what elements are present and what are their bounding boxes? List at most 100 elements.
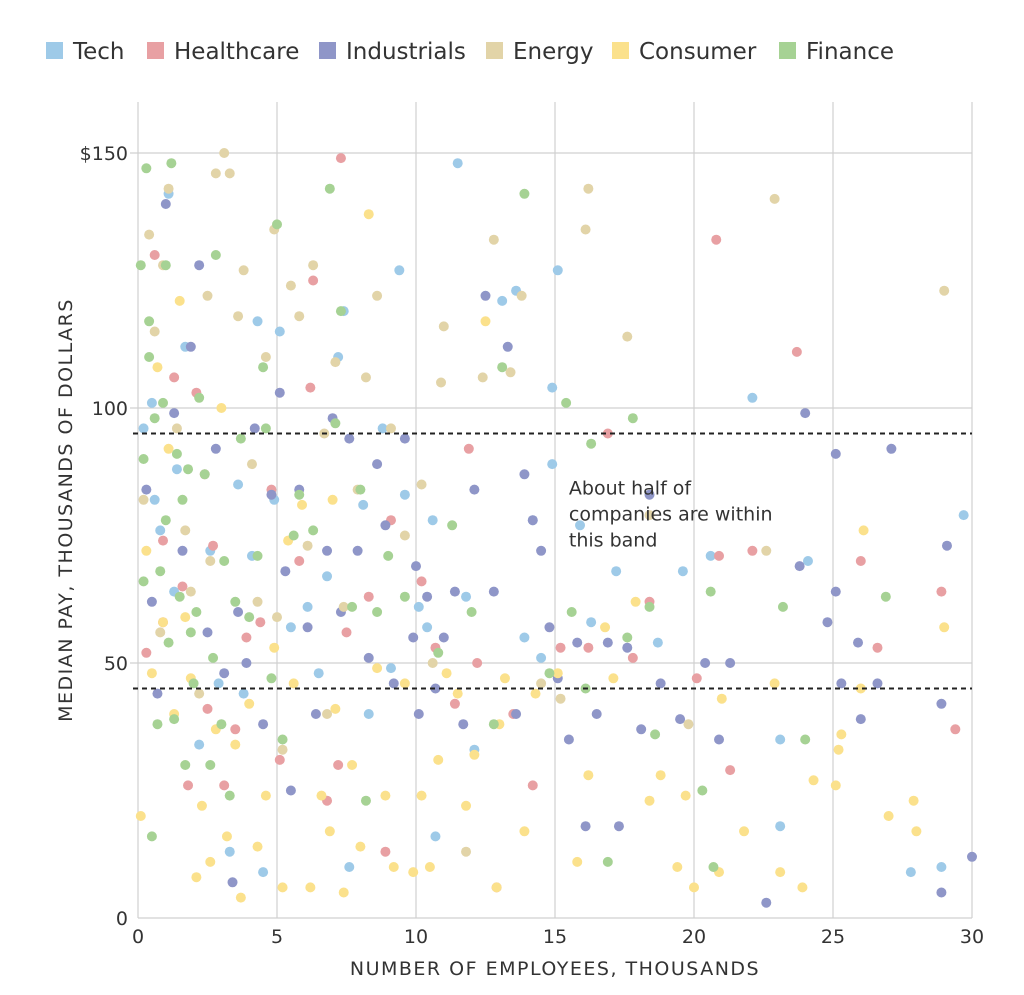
point-tech (171, 464, 182, 475)
point-tech (224, 846, 235, 857)
point-energy (246, 459, 257, 470)
point-industrials (536, 545, 547, 556)
y-tick-label: $150 (80, 143, 128, 165)
point-consumer (908, 795, 919, 806)
point-tech (652, 637, 663, 648)
point-tech (547, 459, 558, 470)
point-tech (552, 265, 563, 276)
point-consumer (327, 494, 338, 505)
point-consumer (135, 811, 146, 821)
legend-swatch-energy (486, 42, 503, 59)
point-industrials (310, 709, 321, 719)
point-consumer (519, 826, 530, 837)
point-consumer (452, 688, 463, 699)
point-tech (936, 862, 947, 872)
point-tech (274, 326, 285, 337)
point-finance (163, 637, 174, 648)
legend-label-energy: Energy (513, 39, 594, 65)
point-finance (230, 596, 241, 607)
point-industrials (458, 719, 469, 730)
point-industrials (602, 637, 613, 648)
point-finance (488, 719, 499, 730)
point-energy (322, 709, 333, 719)
point-consumer (644, 795, 655, 806)
legend-label-industrials: Industrials (346, 39, 466, 65)
point-finance (174, 591, 185, 602)
point-finance (266, 673, 277, 684)
point-industrials (519, 469, 530, 480)
point-industrials (591, 709, 602, 719)
point-finance (330, 418, 341, 429)
point-consumer (689, 882, 699, 893)
point-industrials (886, 443, 897, 454)
point-finance (258, 362, 269, 373)
point-healthcare (725, 765, 736, 776)
point-finance (141, 163, 152, 174)
point-finance (216, 719, 227, 730)
point-industrials (302, 622, 313, 633)
point-consumer (347, 760, 358, 770)
point-finance (399, 591, 410, 602)
point-consumer (297, 499, 308, 510)
point-consumer (836, 729, 847, 740)
point-industrials (438, 632, 449, 643)
point-energy (583, 183, 594, 194)
point-finance (360, 795, 371, 806)
point-consumer (338, 887, 349, 898)
point-tech (547, 382, 558, 393)
point-industrials (644, 489, 655, 500)
point-tech (194, 739, 205, 750)
point-consumer (433, 754, 444, 765)
legend-swatch-consumer (612, 42, 629, 59)
point-finance (219, 556, 230, 566)
point-consumer (672, 862, 683, 872)
point-energy (205, 556, 216, 566)
point-tech (452, 158, 463, 169)
point-industrials (352, 545, 363, 556)
point-energy (308, 260, 319, 271)
point-consumer (461, 800, 472, 811)
point-finance (208, 652, 219, 663)
point-energy (461, 846, 472, 857)
point-consumer (324, 826, 335, 837)
point-industrials (141, 484, 152, 495)
point-tech (394, 265, 405, 276)
point-industrials (363, 652, 374, 663)
point-consumer (680, 790, 691, 801)
point-healthcare (747, 545, 758, 556)
point-finance (224, 790, 235, 801)
point-tech (427, 515, 438, 526)
point-industrials (527, 515, 538, 526)
point-healthcare (472, 658, 483, 668)
point-consumer (630, 596, 641, 607)
point-industrials (967, 851, 977, 862)
point-energy (622, 331, 633, 342)
y-tick-label: 50 (104, 653, 128, 675)
point-consumer (716, 693, 727, 704)
point-finance (627, 413, 638, 424)
point-consumer (152, 362, 163, 373)
x-tick-label: 0 (132, 926, 144, 948)
point-industrials (422, 591, 433, 602)
band-lines (133, 432, 972, 690)
point-healthcare (711, 234, 722, 245)
point-finance (544, 668, 555, 679)
point-healthcare (527, 780, 538, 791)
x-tick-label: 30 (960, 926, 984, 948)
point-energy (149, 326, 160, 337)
point-tech (575, 520, 586, 531)
point-tech (385, 663, 396, 674)
point-consumer (196, 800, 207, 811)
gridlines (130, 102, 973, 919)
point-industrials (280, 566, 291, 577)
point-finance (697, 785, 708, 796)
point-tech (497, 295, 508, 306)
axis-ticks: 0 5 10 15 20 25 30 0 50 100 $150 (80, 143, 984, 948)
point-tech (233, 479, 244, 490)
point-industrials (210, 443, 221, 454)
point-consumer (858, 525, 869, 536)
point-finance (644, 601, 655, 612)
point-energy (202, 290, 213, 301)
point-energy (163, 183, 174, 194)
